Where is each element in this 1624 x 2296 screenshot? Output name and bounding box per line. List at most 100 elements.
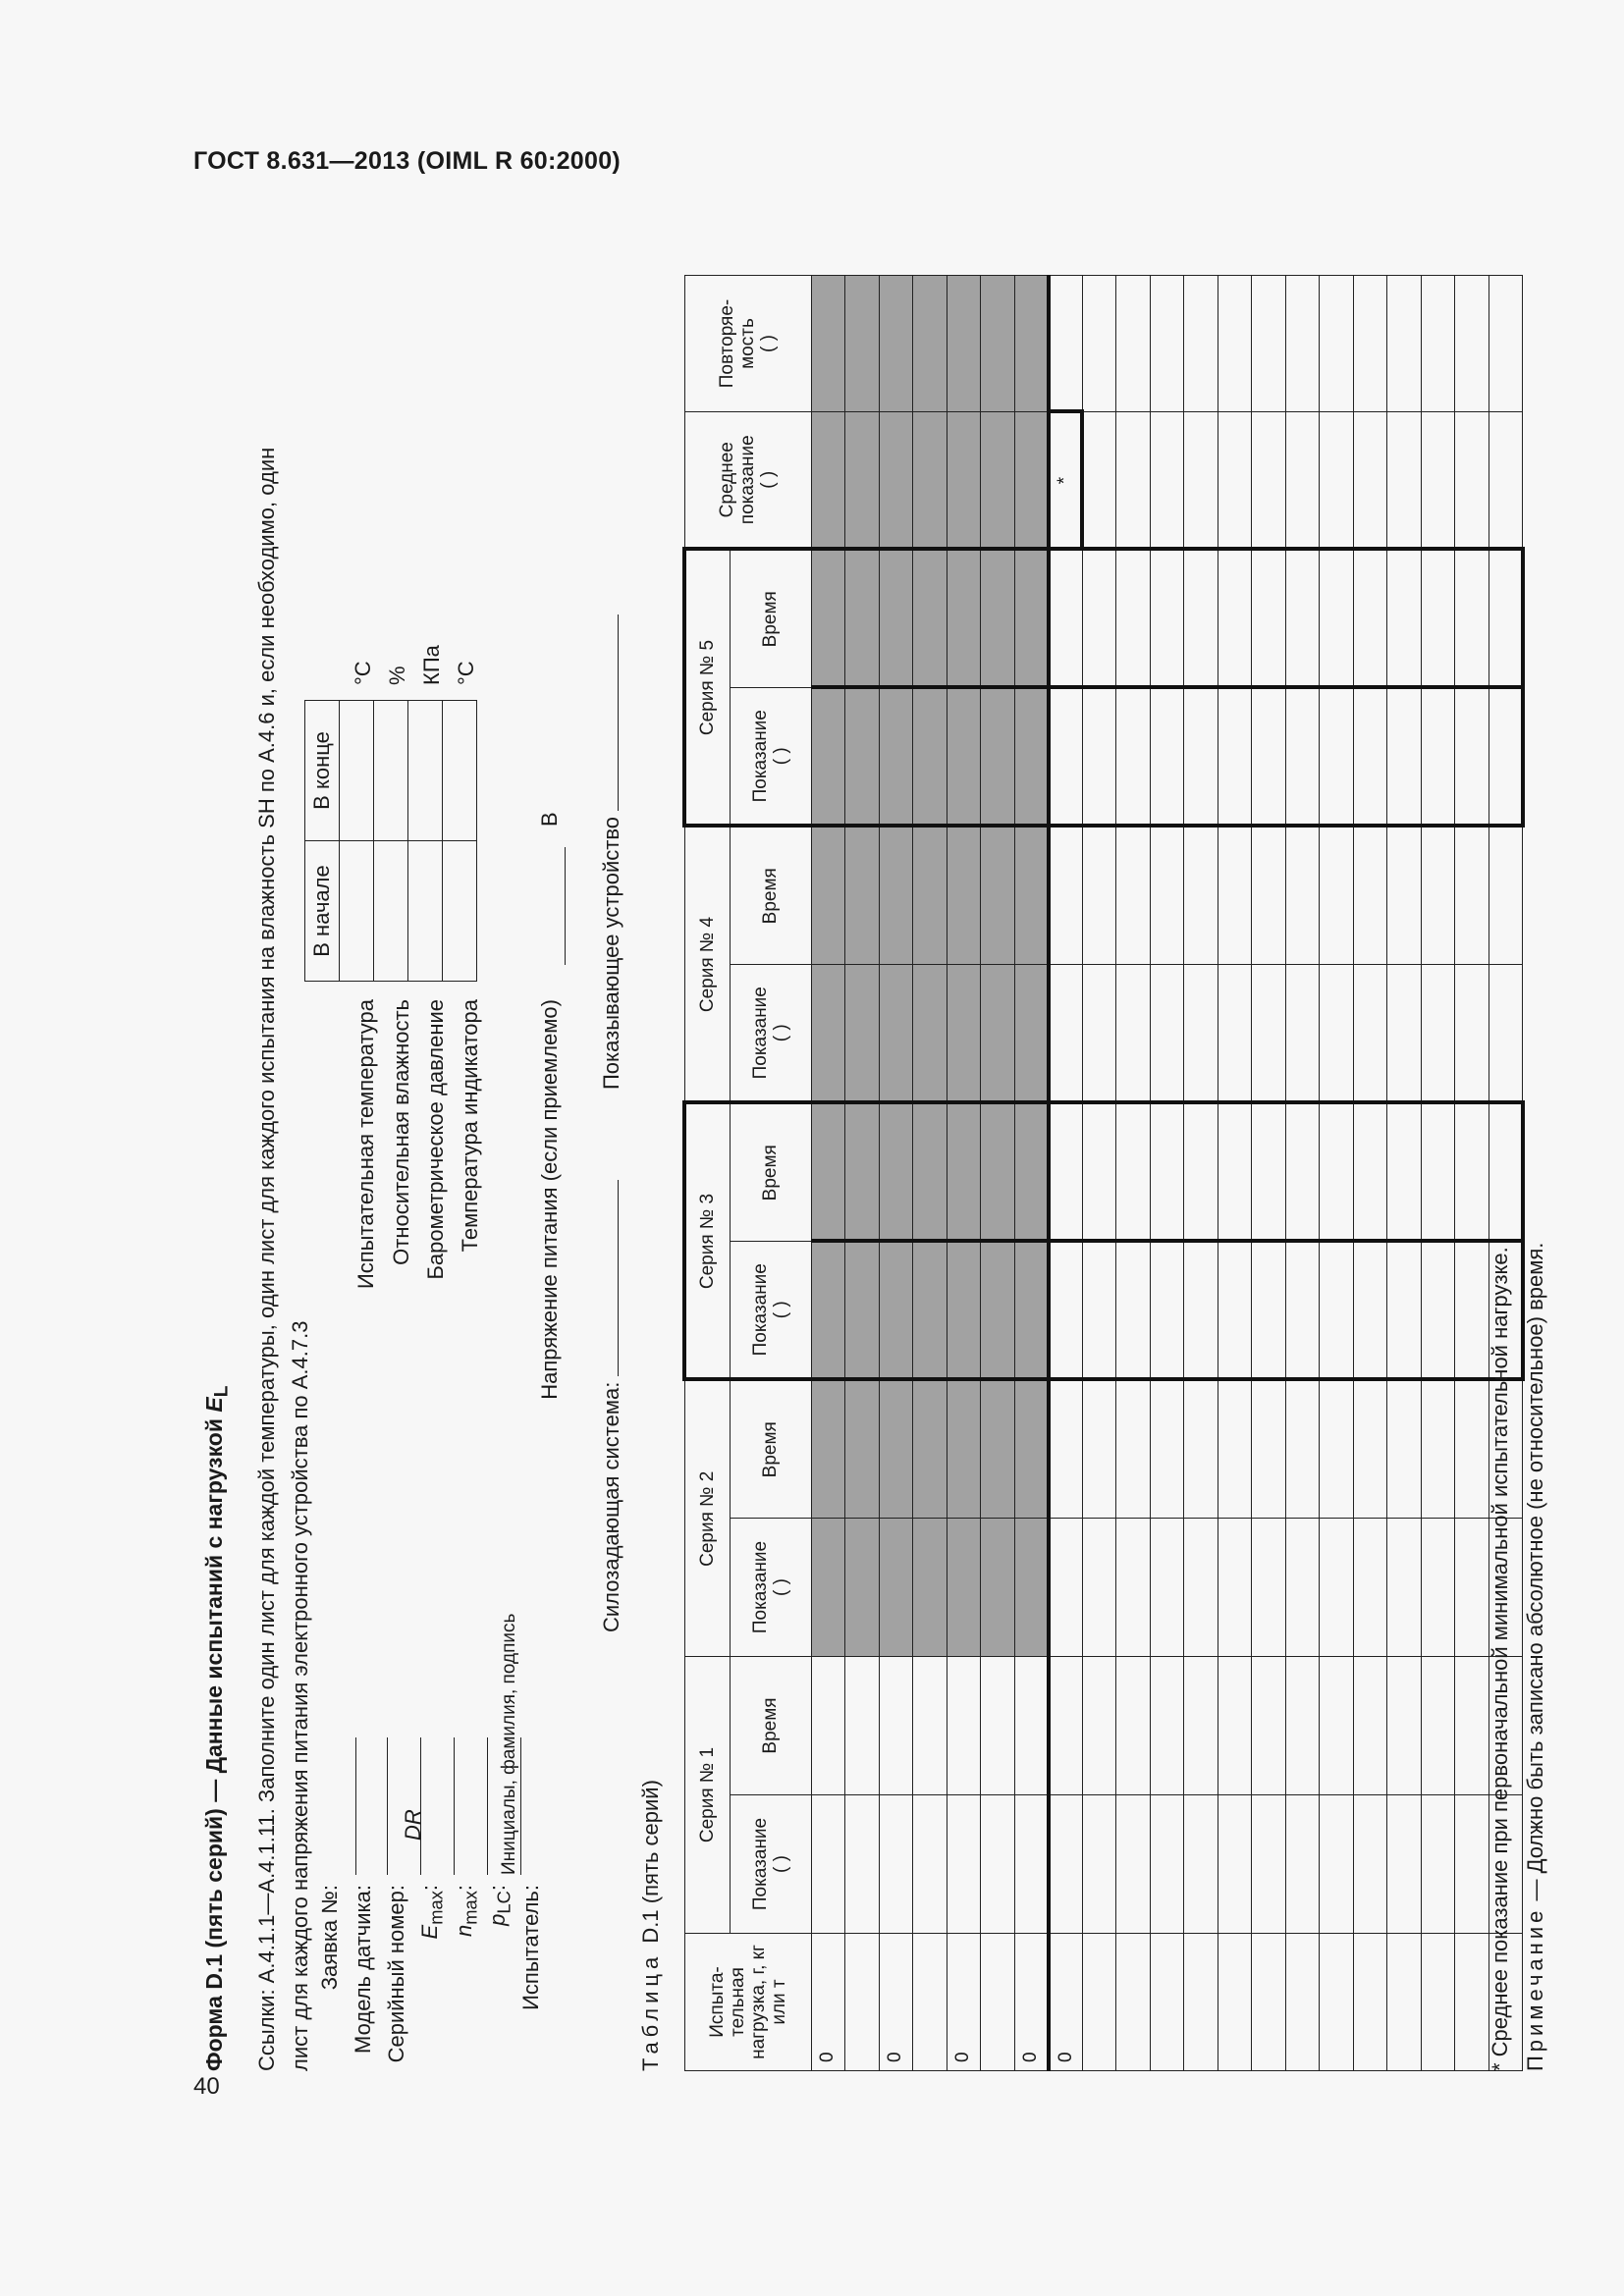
series-3-time-cell[interactable] [1183, 1102, 1218, 1242]
series-1-reading-cell[interactable] [1285, 1794, 1320, 1934]
serial-field[interactable] [358, 1737, 388, 1875]
series-5-reading-cell[interactable] [1386, 687, 1421, 827]
series-5-reading-cell[interactable] [947, 687, 981, 827]
series-3-time-cell[interactable] [1115, 1102, 1150, 1242]
series-4-reading-cell[interactable] [1421, 964, 1455, 1103]
series-4-reading-cell[interactable] [980, 964, 1014, 1103]
series-5-time-cell[interactable] [947, 549, 981, 688]
series-4-reading-cell[interactable] [947, 964, 981, 1103]
series-5-time-cell[interactable] [1386, 549, 1421, 688]
series-3-reading-cell[interactable] [1454, 1241, 1489, 1380]
repeatability-cell[interactable] [980, 275, 1014, 412]
series-1-time-cell[interactable] [1319, 1656, 1353, 1795]
series-1-reading-cell[interactable] [1353, 1794, 1387, 1934]
series-1-time-cell[interactable] [1251, 1656, 1285, 1795]
series-4-reading-cell[interactable] [1183, 964, 1218, 1103]
series-3-reading-cell[interactable] [1319, 1241, 1353, 1380]
series-4-time-cell[interactable] [1319, 826, 1353, 965]
series-5-time-cell[interactable] [1048, 549, 1082, 688]
series-3-time-cell[interactable] [1048, 1102, 1082, 1242]
series-2-time-cell[interactable] [1115, 1379, 1150, 1519]
series-3-time-cell[interactable] [1082, 1102, 1116, 1242]
series-3-time-cell[interactable] [1285, 1102, 1320, 1242]
series-5-time-cell[interactable] [1115, 549, 1150, 688]
load-cell[interactable]: 0 [1048, 1933, 1082, 2071]
series-3-time-cell[interactable] [1014, 1102, 1049, 1242]
series-3-time-cell[interactable] [1489, 1102, 1523, 1242]
mean-cell[interactable] [879, 411, 913, 550]
series-4-time-cell[interactable] [1082, 826, 1116, 965]
series-2-time-cell[interactable] [1454, 1379, 1489, 1519]
series-1-time-cell[interactable] [1048, 1656, 1082, 1795]
series-5-time-cell[interactable] [844, 549, 879, 688]
series-4-reading-cell[interactable] [1454, 964, 1489, 1103]
series-3-time-cell[interactable] [1251, 1102, 1285, 1242]
series-5-reading-cell[interactable] [1048, 687, 1082, 827]
repeatability-cell[interactable] [1251, 275, 1285, 412]
series-1-reading-cell[interactable] [1386, 1794, 1421, 1934]
repeatability-cell[interactable] [1183, 275, 1218, 412]
repeatability-cell[interactable] [1048, 275, 1082, 412]
series-5-time-cell[interactable] [1489, 549, 1523, 688]
series-4-reading-cell[interactable] [1251, 964, 1285, 1103]
series-4-time-cell[interactable] [1386, 826, 1421, 965]
series-3-reading-cell[interactable] [879, 1241, 913, 1380]
series-4-time-cell[interactable] [844, 826, 879, 965]
series-2-reading-cell[interactable] [980, 1518, 1014, 1657]
series-5-reading-cell[interactable] [1285, 687, 1320, 827]
load-cell[interactable]: 0 [811, 1933, 845, 2071]
series-3-reading-cell[interactable] [1014, 1241, 1049, 1380]
env-cell[interactable] [442, 700, 477, 841]
series-2-time-cell[interactable] [1319, 1379, 1353, 1519]
series-4-time-cell[interactable] [1421, 826, 1455, 965]
series-2-reading-cell[interactable] [1150, 1518, 1184, 1657]
repeatability-cell[interactable] [811, 275, 845, 412]
series-4-reading-cell[interactable] [1082, 964, 1116, 1103]
series-5-reading-cell[interactable] [912, 687, 947, 827]
series-4-time-cell[interactable] [947, 826, 981, 965]
voltage-field[interactable] [540, 847, 566, 965]
series-3-reading-cell[interactable] [1353, 1241, 1387, 1380]
series-1-reading-cell[interactable] [1319, 1794, 1353, 1934]
mean-cell[interactable] [1285, 411, 1320, 550]
series-5-reading-cell[interactable] [1319, 687, 1353, 827]
mean-cell[interactable] [947, 411, 981, 550]
repeatability-cell[interactable] [844, 275, 879, 412]
series-4-time-cell[interactable] [912, 826, 947, 965]
series-4-reading-cell[interactable] [1218, 964, 1252, 1103]
sensor-model-field[interactable] [327, 1737, 356, 1875]
series-4-time-cell[interactable] [1014, 826, 1049, 965]
series-1-reading-cell[interactable] [1048, 1794, 1082, 1934]
series-3-reading-cell[interactable] [1218, 1241, 1252, 1380]
load-cell[interactable] [912, 1933, 947, 2071]
series-2-reading-cell[interactable] [1386, 1518, 1421, 1657]
series-1-time-cell[interactable] [1218, 1656, 1252, 1795]
repeatability-cell[interactable] [1218, 275, 1252, 412]
series-5-reading-cell[interactable] [811, 687, 845, 827]
series-2-time-cell[interactable] [912, 1379, 947, 1519]
series-5-reading-cell[interactable] [1115, 687, 1150, 827]
series-1-time-cell[interactable] [1183, 1656, 1218, 1795]
series-5-time-cell[interactable] [1353, 549, 1387, 688]
series-5-reading-cell[interactable] [1421, 687, 1455, 827]
force-system-field[interactable]: Силозадающая система: [599, 1179, 624, 1632]
series-2-time-cell[interactable] [947, 1379, 981, 1519]
series-5-reading-cell[interactable] [1353, 687, 1387, 827]
series-2-time-cell[interactable] [844, 1379, 879, 1519]
mean-cell[interactable] [1421, 411, 1455, 550]
series-5-reading-cell[interactable] [1218, 687, 1252, 827]
nmax-field[interactable] [425, 1737, 455, 1875]
series-5-reading-cell[interactable] [1082, 687, 1116, 827]
series-2-time-cell[interactable] [1150, 1379, 1184, 1519]
series-2-reading-cell[interactable] [1183, 1518, 1218, 1657]
mean-cell[interactable] [1183, 411, 1218, 550]
series-4-reading-cell[interactable] [1353, 964, 1387, 1103]
mean-cell[interactable] [1489, 411, 1523, 550]
series-3-reading-cell[interactable] [1386, 1241, 1421, 1380]
indicator-device-field[interactable]: Показывающее устройство [599, 614, 624, 1090]
series-1-reading-cell[interactable] [980, 1794, 1014, 1934]
mean-cell[interactable]: * [1048, 411, 1082, 550]
series-1-time-cell[interactable] [1150, 1656, 1184, 1795]
series-4-time-cell[interactable] [1115, 826, 1150, 965]
series-3-time-cell[interactable] [1319, 1102, 1353, 1242]
